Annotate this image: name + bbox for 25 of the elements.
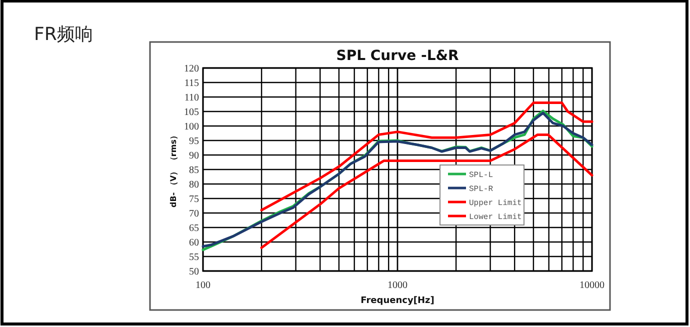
- y-tick-label: 65: [189, 223, 199, 234]
- y-tick-label: 50: [189, 266, 199, 278]
- y-tick-label: 95: [189, 136, 199, 147]
- y-tick-label: 80: [189, 180, 199, 190]
- y-tick-label: 105: [184, 107, 199, 118]
- legend-label: SPL-R: [469, 185, 494, 194]
- y-tick-label: 120: [184, 64, 199, 74]
- y-tick-label: 100: [184, 122, 199, 132]
- legend-label: Lower Limit: [469, 213, 522, 222]
- y-tick-label: 85: [189, 165, 199, 176]
- x-tick-label: 10000: [580, 280, 604, 291]
- y-tick-label: 60: [189, 238, 199, 248]
- y-tick-label: 70: [189, 208, 199, 220]
- legend-label: SPL-L: [469, 171, 494, 180]
- x-tick-label: 1000: [388, 280, 408, 291]
- legend-label: Upper Limit: [469, 199, 522, 208]
- chart-subtitle: FR频响: [34, 24, 93, 45]
- x-axis-title: Frequency[Hz]: [360, 296, 434, 306]
- y-tick-label: 90: [189, 150, 199, 162]
- chart-title: SPL Curve -L&R: [336, 48, 459, 64]
- y-tick-label: 75: [189, 194, 199, 205]
- y-tick-label: 115: [184, 78, 199, 89]
- y-tick-label: 110: [184, 92, 199, 104]
- y-tick-label: 55: [189, 252, 199, 263]
- y-axis-title: dB- （V） （rms）: [169, 132, 178, 208]
